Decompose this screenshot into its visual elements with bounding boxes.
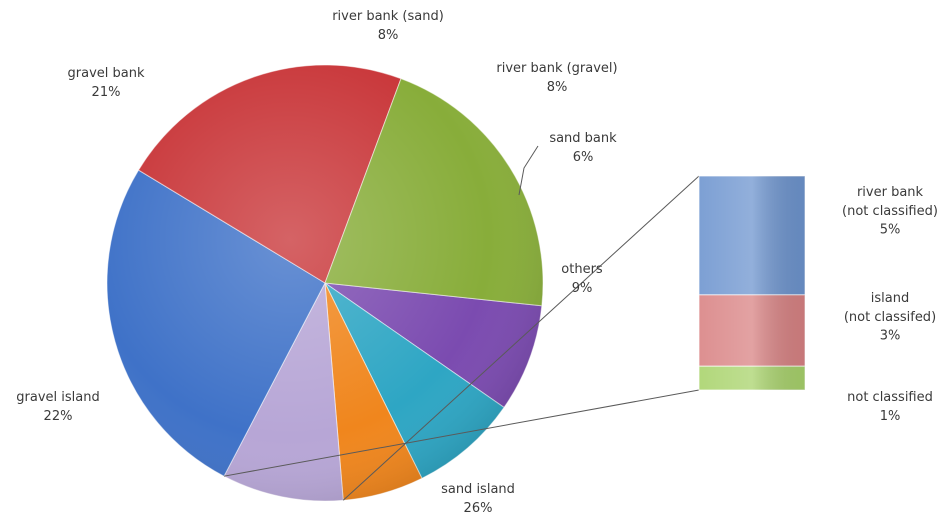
breakdown-stacked-bar	[698, 175, 806, 391]
breakdown-connectors	[223, 175, 700, 501]
data-label-island-not-classifed: island (not classifed) 3%	[844, 291, 936, 344]
data-label-gravel-island: gravel island 22%	[16, 390, 99, 424]
breakdown-segment-shade	[699, 294, 805, 367]
leader-line-sand-bank	[518, 145, 539, 196]
data-label-others: others 9%	[561, 262, 603, 296]
breakdown-segment-shade	[699, 366, 805, 390]
data-label-gravel-bank: gravel bank 21%	[68, 66, 145, 100]
breakdown-segment-shade	[699, 176, 805, 295]
data-label-not-classified: not classified 1%	[847, 390, 933, 424]
connector-line-bottom	[223, 389, 700, 477]
connector-line-top	[342, 175, 700, 501]
pie-shading	[107, 65, 543, 501]
data-label-sand-island: sand island 26%	[441, 482, 515, 516]
data-label-river-bank-sand: river bank (sand) 8%	[332, 9, 444, 43]
data-labels: river bank (sand) 8% river bank (gravel) 8%…	[16, 9, 938, 516]
data-label-sand-bank: sand bank 6%	[549, 131, 617, 165]
data-label-river-bank-not-classified: river bank (not classified) 5%	[842, 185, 938, 238]
data-label-river-bank-gravel: river bank (gravel) 8%	[496, 61, 617, 95]
